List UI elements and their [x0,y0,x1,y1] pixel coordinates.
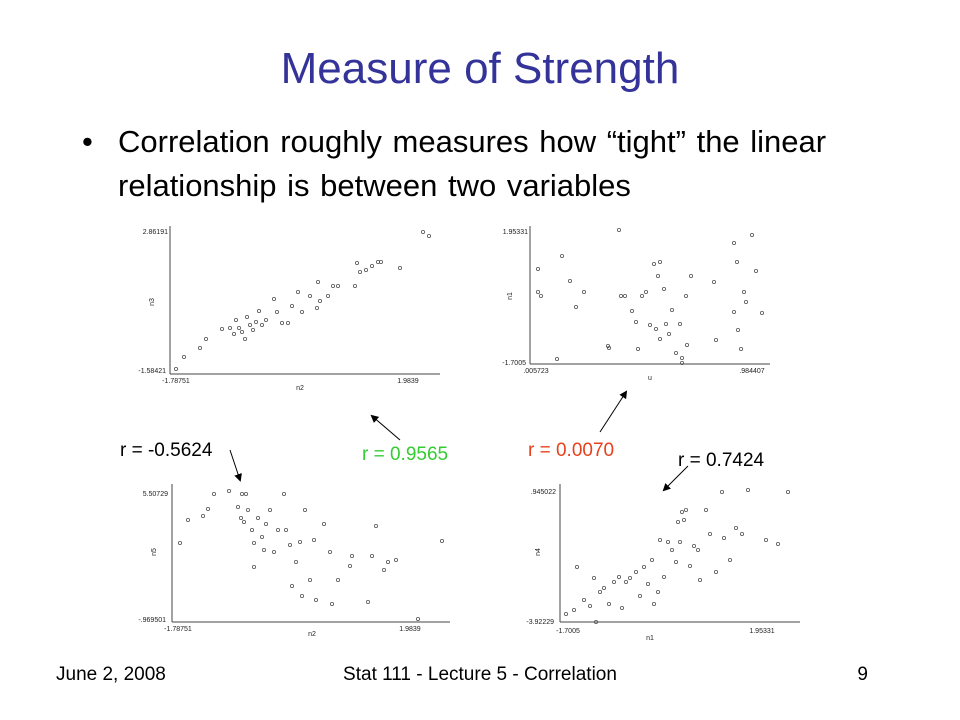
ytick-bottom: -1.58421 [138,368,166,375]
ytick-bottom: -.969501 [138,617,166,624]
xtick-right: 1.95331 [749,628,774,635]
scatter-plot-bottom-left: 5.50729 -.969501 -1.78751 1.9839 n5 n2 [138,484,450,638]
ytick-bottom: -1.7005 [502,360,526,367]
r-label-zero: r = 0.0070 [528,440,614,461]
ytick-top: 2.86191 [143,229,168,236]
xtick-left: -1.7005 [556,628,580,635]
arrow-zero [599,390,628,433]
scatter-plot-top-left: 2.86191 -1.58421 -1.78751 1.9839 n3 n2 [138,226,440,392]
points-bottom-left [177,488,444,622]
x-axis-label: n2 [296,385,304,392]
r-label-pos-mod: r = 0.7424 [678,450,765,471]
r-label-pos-strong: r = 0.9565 [362,444,448,465]
footer-date: June 2, 2008 [56,664,166,685]
y-axis-label: n4 [535,548,542,556]
xtick-right: 1.9839 [399,626,421,633]
xtick-right: .984407 [739,368,764,375]
y-axis-label: n3 [149,298,156,306]
r-label-neg: r = -0.5624 [120,440,213,461]
footer-page-number: 9 [857,664,868,685]
ytick-bottom: -3.92229 [526,619,554,626]
scatter-plot-bottom-right: .945022 -3.92229 -1.7005 1.95331 n4 n1 [526,484,800,642]
ytick-top: .945022 [531,489,556,496]
arrow-neg [229,449,242,482]
xtick-left: -1.78751 [164,626,192,633]
points-top-right [536,227,765,365]
arrow-pos-strong [370,414,401,441]
scatter-plot-top-right: 1.95331 -1.7005 .005723 .984407 n1 u [502,226,770,382]
slide-title: Measure of Strength [280,44,680,93]
bullet-dot: • [82,124,93,159]
xtick-left: .005723 [523,368,548,375]
points-top-left [173,229,431,371]
x-axis-label: u [648,375,652,382]
bullet-text: Correlation roughly measures how “tight”… [118,124,827,203]
ytick-top: 1.95331 [503,229,528,236]
x-axis-label: n2 [308,631,316,638]
xtick-right: 1.9839 [397,378,419,385]
y-axis-label: n5 [151,548,158,556]
xtick-left: -1.78751 [162,378,190,385]
ytick-top: 5.50729 [143,491,168,498]
y-axis-label: n1 [507,292,514,300]
x-axis-label: n1 [646,635,654,642]
arrow-pos-mod [662,465,689,492]
points-bottom-right [564,487,791,625]
footer-title: Stat 111 - Lecture 5 - Correlation [343,664,617,685]
